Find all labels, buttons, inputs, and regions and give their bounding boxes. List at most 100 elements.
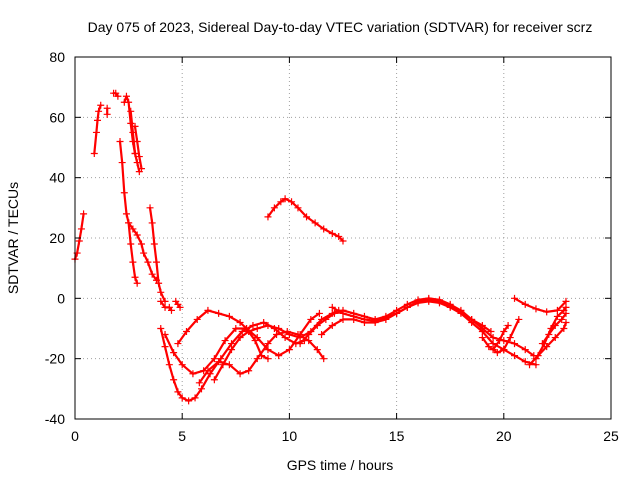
y-tick-label: -40 bbox=[45, 411, 65, 427]
data-point bbox=[95, 107, 103, 115]
data-point bbox=[155, 279, 163, 287]
data-point bbox=[489, 346, 497, 354]
data-point bbox=[496, 337, 504, 345]
data-point bbox=[328, 229, 336, 237]
x-tick-label: 25 bbox=[603, 428, 619, 444]
data-point bbox=[521, 346, 529, 354]
data-point bbox=[75, 237, 83, 245]
series-line bbox=[133, 125, 143, 170]
data-point bbox=[264, 340, 272, 348]
series-line bbox=[127, 221, 158, 282]
data-point bbox=[562, 309, 570, 317]
data-point bbox=[270, 204, 278, 212]
data-point bbox=[515, 315, 523, 323]
chart-title: Day 075 of 2023, Sidereal Day-to-day VTE… bbox=[88, 19, 593, 35]
data-point bbox=[260, 318, 268, 326]
data-point bbox=[538, 340, 546, 348]
series-track-02 bbox=[90, 101, 105, 158]
data-point bbox=[532, 361, 540, 369]
data-point bbox=[137, 240, 145, 248]
data-point bbox=[489, 340, 497, 348]
data-point bbox=[350, 312, 358, 320]
data-point bbox=[478, 334, 486, 342]
data-point bbox=[305, 331, 313, 339]
data-point bbox=[425, 296, 433, 304]
series-track-08 bbox=[131, 122, 145, 173]
x-tick-label: 5 bbox=[178, 428, 186, 444]
data-point bbox=[468, 315, 476, 323]
x-tick-label: 10 bbox=[282, 428, 298, 444]
data-point bbox=[493, 349, 501, 357]
data-point bbox=[161, 331, 169, 339]
data-point bbox=[122, 210, 130, 218]
series-track-16 bbox=[174, 306, 272, 363]
data-point bbox=[251, 337, 259, 345]
data-point bbox=[245, 367, 253, 375]
data-point bbox=[116, 137, 124, 145]
series-line bbox=[331, 298, 492, 333]
data-point bbox=[545, 331, 553, 339]
data-point bbox=[174, 340, 182, 348]
data-point bbox=[122, 92, 130, 100]
data-point bbox=[236, 318, 244, 326]
data-point bbox=[526, 361, 534, 369]
data-point bbox=[264, 213, 272, 221]
data-point bbox=[275, 325, 283, 332]
data-point bbox=[307, 315, 315, 323]
data-point bbox=[133, 231, 141, 239]
data-point bbox=[219, 361, 227, 369]
data-point bbox=[129, 258, 137, 266]
data-point bbox=[275, 352, 283, 360]
data-point bbox=[551, 321, 559, 329]
data-point bbox=[506, 334, 514, 342]
series-line bbox=[118, 140, 130, 224]
data-point bbox=[129, 225, 137, 233]
data-point bbox=[371, 317, 379, 325]
data-point bbox=[157, 325, 165, 332]
data-point bbox=[335, 232, 343, 240]
data-point bbox=[489, 334, 497, 342]
data-point bbox=[521, 358, 529, 366]
data-point bbox=[253, 355, 261, 363]
data-point bbox=[161, 343, 169, 351]
data-point bbox=[204, 367, 212, 375]
series-track-21 bbox=[318, 297, 540, 369]
data-point bbox=[131, 150, 139, 158]
data-point bbox=[562, 303, 570, 311]
data-point bbox=[125, 98, 133, 106]
data-point bbox=[140, 249, 148, 257]
data-point bbox=[195, 379, 203, 387]
series-track-19 bbox=[264, 195, 347, 245]
y-tick-label: 40 bbox=[49, 170, 65, 186]
data-point bbox=[320, 225, 328, 233]
data-point bbox=[174, 388, 182, 396]
data-point bbox=[210, 355, 218, 363]
data-point bbox=[553, 306, 561, 314]
data-point bbox=[77, 225, 85, 233]
data-point bbox=[511, 340, 519, 348]
x-axis-label: GPS time / hours bbox=[287, 457, 394, 473]
data-point bbox=[562, 297, 570, 305]
data-point bbox=[511, 294, 519, 302]
data-point bbox=[318, 331, 326, 339]
data-point bbox=[558, 315, 566, 323]
series-track-13 bbox=[172, 297, 184, 311]
x-tick-label: 0 bbox=[71, 428, 79, 444]
data-point bbox=[133, 137, 141, 145]
data-point bbox=[131, 122, 139, 130]
data-point bbox=[94, 116, 102, 124]
data-point bbox=[560, 325, 568, 332]
data-point bbox=[178, 361, 186, 369]
series-track-07 bbox=[127, 107, 143, 176]
data-point bbox=[532, 305, 540, 313]
data-point bbox=[285, 346, 293, 354]
data-point bbox=[189, 370, 197, 378]
data-point bbox=[313, 346, 321, 354]
y-tick-label: 80 bbox=[49, 49, 65, 65]
data-point bbox=[382, 314, 390, 322]
series-line bbox=[73, 212, 85, 261]
data-point bbox=[393, 309, 401, 317]
data-point bbox=[553, 312, 561, 320]
y-tick-label: 0 bbox=[57, 290, 65, 306]
data-point bbox=[167, 306, 175, 314]
